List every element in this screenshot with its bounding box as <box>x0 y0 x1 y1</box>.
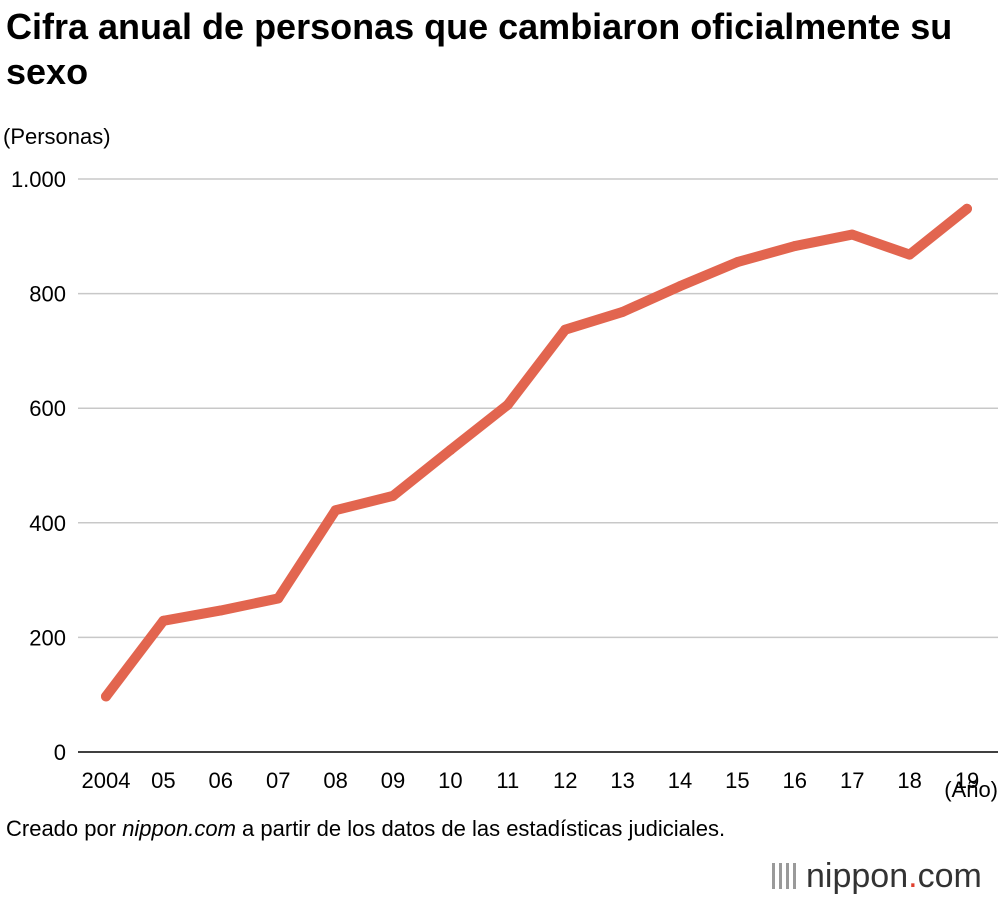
data-point <box>330 505 341 516</box>
series-line <box>101 203 972 702</box>
data-point <box>101 691 111 702</box>
y-tick-label: 200 <box>29 625 66 650</box>
series-group <box>101 203 972 702</box>
y-axis-label: (Personas) <box>3 124 111 149</box>
x-tick-label: 17 <box>840 768 864 793</box>
data-point <box>675 281 685 292</box>
y-tick-labels: 0 200 400 600 800 1.000 <box>11 167 66 765</box>
y-tick-label: 600 <box>29 396 66 421</box>
x-tick-label: 10 <box>438 768 462 793</box>
source-note: Creado por nippon.com a partir de los da… <box>6 814 746 843</box>
data-point <box>904 249 915 260</box>
chart-title: Cifra anual de personas que cambiaron of… <box>6 6 953 92</box>
x-tick-label: 05 <box>151 768 175 793</box>
y-tick-label: 800 <box>29 282 66 307</box>
data-point <box>273 593 284 604</box>
logo-dot: . <box>908 856 918 895</box>
source-site: nippon.com <box>122 816 236 841</box>
x-tick-label: 12 <box>553 768 577 793</box>
x-tick-label: 19 <box>955 768 979 793</box>
data-point <box>847 229 858 240</box>
x-tick-label: 13 <box>610 768 634 793</box>
data-point <box>215 605 226 616</box>
y-tick-label: 1.000 <box>11 167 66 192</box>
x-tick-label: 15 <box>725 768 749 793</box>
data-point <box>962 203 972 214</box>
source-suffix: a partir de los datos de las estadística… <box>235 816 726 841</box>
x-tick-label: 16 <box>783 768 807 793</box>
logo-bars-icon <box>772 863 798 889</box>
data-point <box>560 324 571 335</box>
logo-tld: com <box>917 856 982 895</box>
gridlines <box>78 178 998 753</box>
data-point <box>732 257 743 268</box>
data-point <box>502 399 513 410</box>
x-axis-label: (Año) <box>944 777 998 802</box>
x-tick-label: 06 <box>209 768 233 793</box>
data-point <box>789 241 800 252</box>
y-tick-label: 400 <box>29 511 66 536</box>
x-tick-label: 07 <box>266 768 290 793</box>
x-tick-label: 18 <box>897 768 921 793</box>
source-prefix: Creado por <box>6 816 123 841</box>
logo-name: nippon <box>806 856 909 895</box>
y-tick-label: 0 <box>54 740 66 765</box>
x-tick-label: 14 <box>668 768 692 793</box>
x-tick-label: 2004 <box>82 768 131 793</box>
data-point <box>445 445 456 456</box>
data-point <box>388 490 398 501</box>
x-tick-label: 11 <box>496 768 519 793</box>
nippon-logo: nippon. com <box>772 856 982 896</box>
x-tick-label: 08 <box>323 768 347 793</box>
data-point <box>158 615 169 626</box>
data-point <box>617 306 628 317</box>
x-tick-label: 09 <box>381 768 405 793</box>
x-tick-labels: 2004 05 06 07 08 09 10 11 12 13 14 15 16 17 18 19 <box>82 768 980 793</box>
